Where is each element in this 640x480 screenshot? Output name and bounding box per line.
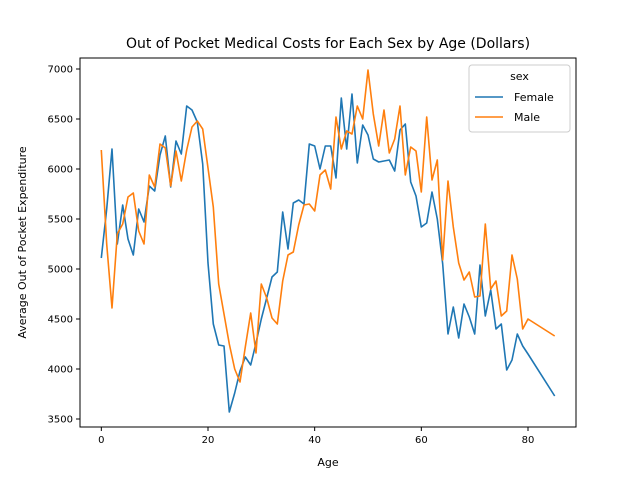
y-tick-label: 4500 — [48, 315, 73, 326]
y-tick-label: 5000 — [48, 265, 73, 276]
y-axis: 3500 4000 4500 5000 5500 6000 6500 7000 — [48, 65, 80, 426]
legend-title: sex — [510, 70, 529, 83]
chart-title: Out of Pocket Medical Costs for Each Sex… — [126, 36, 530, 52]
legend: sex Female Male — [468, 64, 571, 133]
legend-entries: Female Male — [475, 91, 554, 124]
series-line-male — [100, 69, 556, 383]
y-axis-label: Average Out of Pocket Expenditure — [16, 146, 29, 339]
x-tick-label: 0 — [98, 435, 104, 446]
x-axis-label: Age — [317, 456, 339, 469]
plot-area — [79, 57, 577, 428]
y-tick-label: 6500 — [48, 115, 73, 126]
y-tick-label: 7000 — [48, 65, 73, 76]
legend-box — [468, 64, 571, 133]
y-tick-label: 5500 — [48, 215, 73, 226]
x-tick-label: 40 — [308, 435, 321, 446]
series-lines — [100, 69, 556, 413]
x-tick-label: 20 — [202, 435, 215, 446]
x-axis: 0 20 40 60 80 — [98, 427, 534, 446]
x-tick-label: 60 — [415, 435, 428, 446]
y-tick-label: 6000 — [48, 165, 73, 176]
y-tick-label: 3500 — [48, 415, 73, 426]
x-tick-label: 80 — [522, 435, 535, 446]
legend-label-male: Male — [514, 111, 540, 124]
legend-label-female: Female — [514, 91, 554, 104]
y-tick-label: 4000 — [48, 365, 73, 376]
